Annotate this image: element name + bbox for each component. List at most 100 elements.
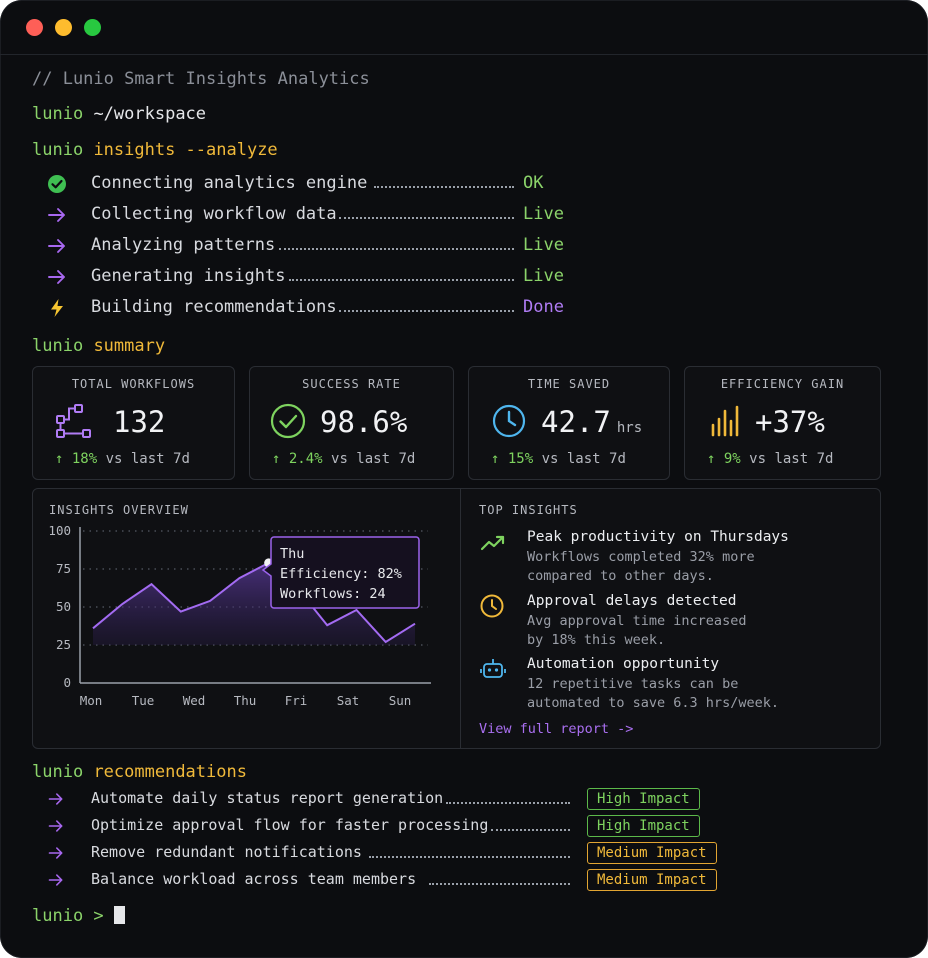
recommendation-label: Balance workload across team members (91, 870, 417, 888)
x-tick-label: Sun (389, 693, 412, 708)
command-line-summary: lunio summary (32, 335, 165, 357)
text-cursor (113, 906, 125, 924)
dotted-leader (369, 853, 570, 858)
x-tick-label: Wed (183, 693, 206, 708)
overview-title: INSIGHTS OVERVIEW (49, 503, 189, 517)
insight-title: Peak productivity on Thursdays (527, 529, 789, 545)
y-tick-label: 50 (56, 599, 71, 614)
clock-icon (480, 594, 504, 618)
arrow-right-icon (48, 208, 65, 222)
prompt-name: lunio (32, 336, 84, 356)
step-label: Generating insights (91, 266, 286, 286)
recommendation-item[interactable]: Remove redundant notifications Medium Imp… (46, 842, 726, 866)
arrow-right-icon (48, 239, 65, 253)
step-label: Analyzing patterns (91, 235, 276, 255)
y-tick-label: 75 (56, 561, 71, 576)
prompt-line-workspace: lunio ~/workspace (32, 103, 206, 125)
card-total-workflows: TOTAL WORKFLOWS 132 ↑ 18% vs last 7d (32, 366, 235, 480)
workflow-icon (56, 404, 91, 438)
clock-icon (492, 404, 526, 438)
arrow-right-icon (48, 270, 65, 284)
command-line-recommendations: lunio recommendations (32, 761, 247, 783)
view-full-report-link[interactable]: View full report -> (479, 721, 634, 737)
delta-percent: 9% (723, 451, 741, 467)
card-delta: ↑ 9% vs last 7d (707, 451, 834, 467)
bar-chart-icon (711, 405, 739, 437)
arrow-right-icon (48, 847, 63, 859)
card-value: 132 (113, 405, 166, 439)
recommendation-item[interactable]: Balance workload across team members Medi… (46, 869, 726, 893)
card-success-rate: SUCCESS RATE 98.6% ↑ 2.4% vs last 7d (249, 366, 454, 480)
delta-text: vs last 7d (749, 451, 834, 467)
value-number: 42.7 (541, 405, 611, 439)
step-status: Done (523, 297, 564, 317)
card-title: TIME SAVED (527, 377, 611, 391)
card-time-saved: TIME SAVED 42.7 hrs ↑ 15% vs last 7d (468, 366, 670, 480)
analysis-step: Collecting workflow data Live (46, 204, 586, 228)
card-value: +37% (755, 405, 825, 439)
arrow-right-icon (48, 874, 63, 886)
y-tick-label: 25 (56, 637, 71, 652)
dotted-leader (289, 276, 514, 281)
command-text: recommendations (93, 762, 247, 782)
card-title: SUCCESS RATE (302, 377, 401, 391)
chart-series-line (92, 561, 416, 644)
card-value: 42.7 hrs (541, 405, 642, 439)
recommendation-label: Automate daily status report generation (91, 789, 444, 807)
tooltip-frame (261, 536, 420, 609)
analysis-step: Analyzing patterns Live (46, 235, 586, 259)
minimize-window-button[interactable] (55, 19, 72, 36)
card-value: 98.6% (320, 405, 408, 439)
tooltip-efficiency: Efficiency: 82% (280, 566, 402, 582)
final-prompt-line[interactable]: lunio > (32, 905, 125, 927)
impact-badge: High Impact (587, 815, 700, 837)
command-line-analyze: lunio insights --analyze (32, 139, 278, 161)
card-delta: ↑ 2.4% vs last 7d (272, 451, 416, 467)
recommendation-label: Optimize approval flow for faster proces… (91, 816, 489, 834)
impact-badge: Medium Impact (587, 842, 717, 864)
analysis-step: Connecting analytics engine OK (46, 173, 586, 197)
step-label: Collecting workflow data (91, 204, 337, 224)
delta-percent: 2.4% (288, 451, 323, 467)
header-comment: // Lunio Smart Insights Analytics (32, 69, 370, 89)
chart-tooltip: Thu Efficiency: 82% Workflows: 24 (261, 536, 420, 609)
close-window-button[interactable] (26, 19, 43, 36)
command-text: insights --analyze (93, 140, 278, 160)
dotted-leader (339, 307, 514, 312)
dotted-leader (279, 245, 514, 250)
insight-body: Avg approval time increased by 18% this … (527, 613, 747, 648)
insight-title: Automation opportunity (527, 656, 720, 672)
insights-overview-chart: 0 25 50 75 100 Mon Tue Wed Thu Fri Sat Sun (48, 523, 431, 708)
card-title: TOTAL WORKFLOWS (71, 377, 196, 391)
delta-text: vs last 7d (541, 451, 626, 467)
maximize-window-button[interactable] (84, 19, 101, 36)
recommendation-item[interactable]: Automate daily status report generation H… (46, 788, 726, 812)
tooltip-day: Thu (280, 546, 305, 562)
lightning-icon (51, 299, 63, 317)
x-tick-label: Tue (132, 693, 155, 708)
top-insights-title: TOP INSIGHTS (479, 503, 578, 517)
insight-body: 12 repetitive tasks can be automated to … (527, 676, 779, 711)
title-bar (0, 0, 928, 55)
delta-percent: 15% (507, 451, 534, 467)
panel-divider (460, 489, 461, 748)
step-label: Connecting analytics engine (91, 173, 368, 193)
arrow-right-icon (48, 820, 63, 832)
delta-percent: 18% (71, 451, 98, 467)
card-delta: ↑ 15% vs last 7d (491, 451, 626, 467)
step-status: Live (523, 204, 564, 224)
recommendation-item[interactable]: Optimize approval flow for faster proces… (46, 815, 726, 839)
y-tick-label: 0 (63, 675, 71, 690)
card-efficiency-gain: EFFICIENCY GAIN +37% ↑ 9% vs last 7d (684, 366, 881, 480)
x-tick-label: Thu (234, 693, 257, 708)
insight-title: Approval delays detected (527, 593, 737, 609)
command-text: summary (93, 336, 166, 356)
y-tick-label: 100 (48, 523, 71, 538)
chart-area-fill (93, 562, 415, 645)
dotted-leader (339, 214, 514, 219)
dotted-leader (446, 799, 570, 804)
prompt-name: lunio (32, 104, 84, 124)
card-delta: ↑ 18% vs last 7d (55, 451, 190, 467)
step-status: Live (523, 266, 564, 286)
